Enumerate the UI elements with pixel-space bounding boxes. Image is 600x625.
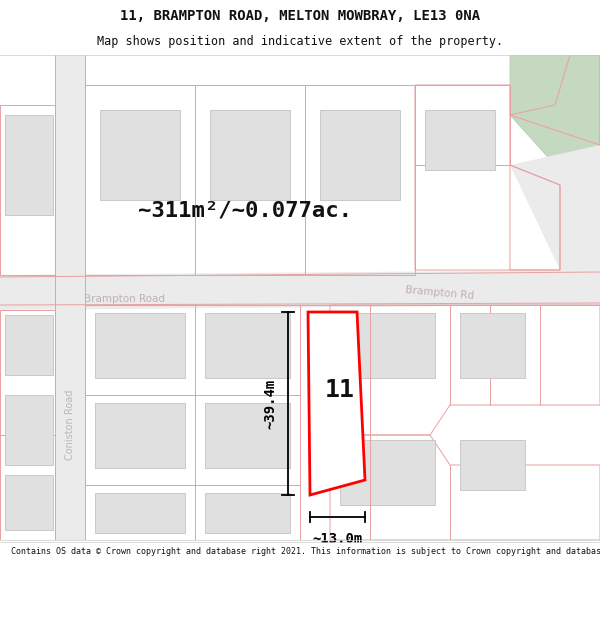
Bar xyxy=(340,313,435,378)
Text: ~311m²/~0.077ac.: ~311m²/~0.077ac. xyxy=(138,200,352,220)
Text: Map shows position and indicative extent of the property.: Map shows position and indicative extent… xyxy=(97,35,503,48)
Bar xyxy=(95,403,185,468)
Bar xyxy=(425,110,495,170)
Bar xyxy=(95,493,185,533)
Bar xyxy=(5,475,53,530)
Bar xyxy=(5,395,53,465)
Bar xyxy=(340,440,435,505)
Polygon shape xyxy=(510,145,600,270)
Text: 11, BRAMPTON ROAD, MELTON MOWBRAY, LE13 0NA: 11, BRAMPTON ROAD, MELTON MOWBRAY, LE13 … xyxy=(120,9,480,24)
Polygon shape xyxy=(308,312,365,495)
Bar xyxy=(460,440,525,490)
Bar xyxy=(205,313,290,378)
Text: Contains OS data © Crown copyright and database right 2021. This information is : Contains OS data © Crown copyright and d… xyxy=(11,547,600,556)
Bar xyxy=(210,110,290,200)
Text: 11: 11 xyxy=(325,378,355,402)
Bar xyxy=(100,110,180,200)
Text: ~39.4m: ~39.4m xyxy=(263,378,277,429)
Bar xyxy=(460,313,525,378)
Bar xyxy=(5,115,53,215)
Bar xyxy=(205,403,290,468)
Text: Coniston Road: Coniston Road xyxy=(65,390,75,460)
Bar xyxy=(5,315,53,375)
Bar xyxy=(205,493,290,533)
Text: ~13.0m: ~13.0m xyxy=(313,532,362,546)
Polygon shape xyxy=(510,55,600,165)
Bar xyxy=(95,313,185,378)
Text: Brampton Road: Brampton Road xyxy=(85,294,166,304)
Text: Brampton Rd: Brampton Rd xyxy=(406,285,475,301)
Polygon shape xyxy=(55,55,85,540)
Polygon shape xyxy=(0,270,600,310)
Bar xyxy=(320,110,400,200)
